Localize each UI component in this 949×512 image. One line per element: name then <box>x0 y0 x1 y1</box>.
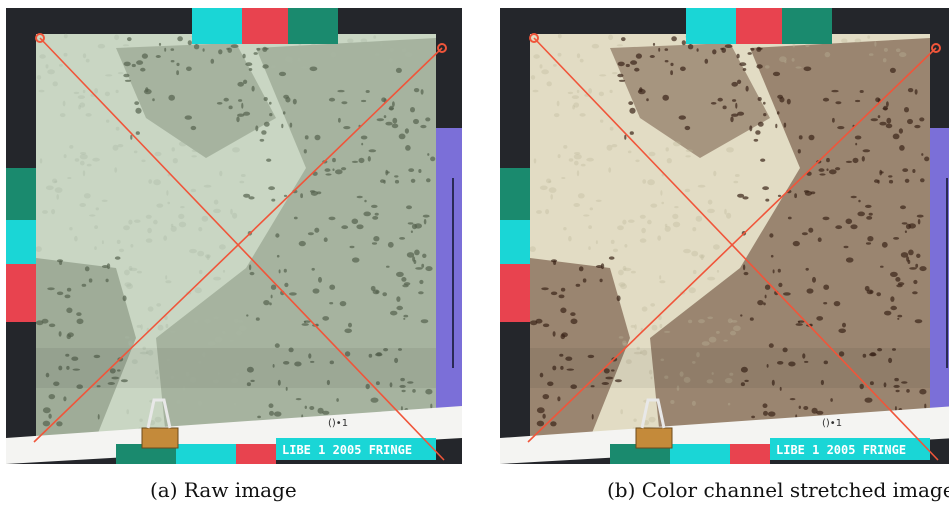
top-red-marker <box>736 8 782 44</box>
string-diagonal-1 <box>533 37 939 461</box>
caption-raw-image: (a) Raw image <box>150 478 297 502</box>
corner-pin <box>931 43 941 53</box>
bottom-green-marker <box>116 444 176 464</box>
slate-tag-text: ()•1 <box>822 418 842 429</box>
bottom-cyan-marker <box>176 444 236 464</box>
left-cyan-marker <box>6 220 36 264</box>
label-tape <box>276 438 436 460</box>
purple-ruler <box>930 128 949 408</box>
panel-raw-image: LIBE 1 2005 FRINGE ()•1 <box>6 8 462 464</box>
bottom-cyan-marker <box>670 444 730 464</box>
corner-pin <box>437 43 447 53</box>
purple-ruler <box>436 128 462 408</box>
panel-stretched-image: LIBE 1 2005 FRINGE ()•1 <box>500 8 949 464</box>
label-tape <box>770 438 930 460</box>
top-green-marker <box>782 8 832 44</box>
left-green-marker <box>500 168 530 220</box>
caption-stretched-image: (b) Color channel stretched image <box>607 478 949 502</box>
left-red-marker <box>6 264 36 322</box>
corner-pin <box>35 33 45 43</box>
bottom-green-marker <box>610 444 670 464</box>
string-diagonal-1 <box>39 37 445 461</box>
stretched-quadrat-photo: LIBE 1 2005 FRINGE ()•1 <box>500 8 949 464</box>
seafloor-area <box>35 33 436 438</box>
left-red-marker <box>500 264 530 322</box>
string-diagonal-2 <box>33 47 443 443</box>
left-green-marker <box>6 168 36 220</box>
left-cyan-marker <box>500 220 530 264</box>
string-diagonal-2 <box>527 47 937 443</box>
top-cyan-marker <box>686 8 736 44</box>
slate-label-text: LIBE 1 2005 FRINGE <box>282 443 412 457</box>
bottom-red-marker <box>730 444 770 464</box>
binder-clip <box>635 398 673 449</box>
seafloor-area <box>529 33 930 438</box>
slate-label-text: LIBE 1 2005 FRINGE <box>776 443 906 457</box>
binder-clip <box>141 398 179 449</box>
top-red-marker <box>242 8 288 44</box>
coral-patch-top <box>610 43 770 158</box>
coral-patch-left <box>36 258 136 438</box>
corner-pin <box>529 33 539 43</box>
bottom-red-marker <box>236 444 276 464</box>
top-cyan-marker <box>192 8 242 44</box>
coral-patch-top <box>116 43 276 158</box>
coral-patch-left <box>530 258 630 438</box>
top-green-marker <box>288 8 338 44</box>
slate-tag-text: ()•1 <box>328 418 348 429</box>
raw-quadrat-photo: LIBE 1 2005 FRINGE ()•1 <box>6 8 462 464</box>
